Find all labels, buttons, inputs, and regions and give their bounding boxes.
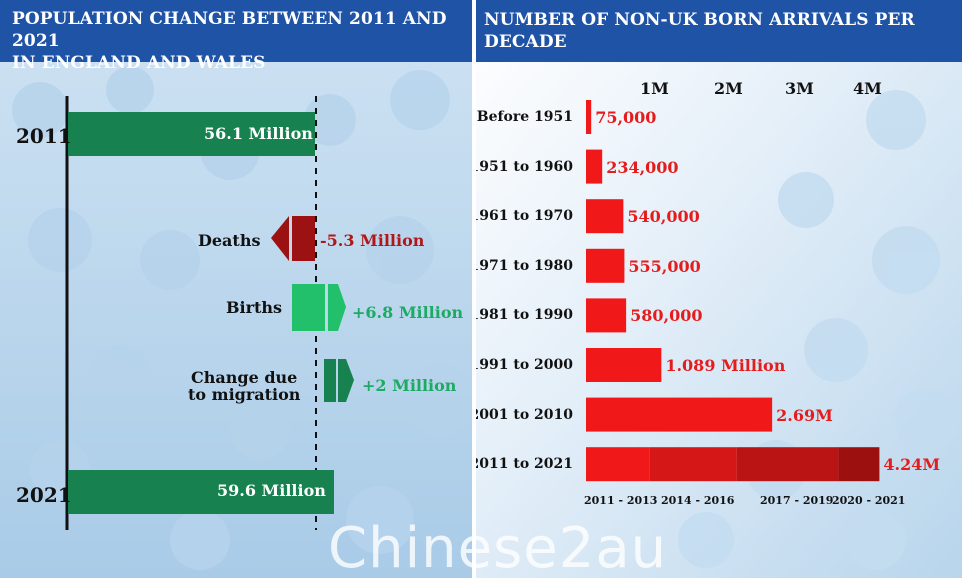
- migration-value: +2 Million: [362, 376, 457, 395]
- decade-label: 1951 to 1960: [476, 158, 573, 175]
- population-change-panel: POPULATION CHANGE BETWEEN 2011 AND 2021 …: [0, 0, 472, 578]
- left-title-line1: POPULATION CHANGE BETWEEN 2011 AND 2021: [12, 9, 447, 51]
- year-start-label: 2011: [16, 124, 72, 148]
- migration-arrow-body: [324, 359, 336, 402]
- arrivals-bar-chart: [586, 100, 880, 482]
- bar-1961-to-1970: [586, 199, 624, 234]
- tick-label-3m: 3M: [785, 79, 814, 98]
- decade-label: 1971 to 1980: [476, 257, 573, 274]
- decade-label: 2011 to 2021: [476, 456, 573, 473]
- segment-label-2020-2021: 2020 - 2021: [832, 494, 906, 507]
- deaths-arrow-head: [271, 216, 289, 261]
- left-title-line2: IN ENGLAND AND WALES: [12, 53, 266, 73]
- births-value: +6.8 Million: [352, 303, 464, 322]
- bar-2011-to-2021-segment-3: [736, 447, 839, 482]
- right-title-text: NUMBER OF NON-UK BORN ARRIVALS PER DECAD…: [484, 10, 915, 52]
- bar-2001-to-2010: [586, 397, 773, 432]
- value-label: 2.69M: [776, 405, 833, 425]
- decade-label: 1981 to 1990: [476, 307, 573, 324]
- value-label: 234,000: [606, 157, 679, 177]
- panel-divider: [472, 0, 476, 578]
- watermark: Chinese2au: [328, 516, 668, 581]
- value-label: 4.24M: [883, 455, 941, 475]
- bar-2021: [68, 470, 334, 514]
- left-title: POPULATION CHANGE BETWEEN 2011 AND 2021 …: [0, 0, 472, 73]
- tick-label-1m: 1M: [640, 79, 669, 98]
- value-label: 1.089 Million: [665, 356, 786, 375]
- value-label: 75,000: [595, 108, 657, 127]
- deaths-arrow-body: [292, 216, 315, 261]
- tick-label-4m: 4M: [853, 79, 882, 98]
- migration-label-line1: Change due: [191, 368, 298, 387]
- start-bar-value: 56.1 Million: [204, 124, 313, 143]
- bar-1991-to-2000: [586, 348, 662, 382]
- migration-label-line2: to migration: [188, 385, 301, 404]
- deaths-value: -5.3 Million: [320, 231, 425, 250]
- value-label: 540,000: [627, 207, 700, 227]
- year-end-label: 2021: [16, 483, 72, 507]
- bar-2011-to-2021-segment-2: [649, 447, 737, 482]
- right-title: NUMBER OF NON-UK BORN ARRIVALS PER DECAD…: [476, 0, 962, 62]
- deaths-label: Deaths: [198, 231, 261, 250]
- bar-2011-to-2021-segment-4: [838, 447, 880, 482]
- migration-label: Change due to migration: [188, 369, 300, 403]
- bar-1951-to-1960: [586, 149, 603, 184]
- births-arrow-head: [328, 284, 346, 331]
- population-change-chart: [65, 96, 354, 530]
- decade-label: 1961 to 1970: [476, 208, 573, 225]
- births-arrow-body: [292, 284, 325, 331]
- value-label: 580,000: [630, 306, 703, 326]
- migration-arrow-head: [338, 359, 354, 402]
- crowd-background: [476, 0, 962, 578]
- segment-label-2014-2016: 2014 - 2016: [661, 494, 735, 507]
- segment-label-2011-2013: 2011 - 2013: [584, 494, 658, 507]
- end-bar-value: 59.6 Million: [217, 481, 326, 500]
- births-label: Births: [226, 298, 283, 317]
- bar-2011-to-2021-segment-1: [586, 447, 650, 482]
- decade-label: 2001 to 2010: [476, 406, 573, 423]
- bar-1971-to-1980: [586, 248, 625, 283]
- arrivals-panel: NUMBER OF NON-UK BORN ARRIVALS PER DECAD…: [476, 0, 962, 578]
- bar-1981-to-1990: [586, 298, 627, 333]
- value-label: 555,000: [628, 256, 701, 276]
- decade-label: 1991 to 2000: [476, 357, 573, 373]
- bar-2011: [68, 112, 315, 156]
- segment-label-2017-2019: 2017 - 2019: [760, 494, 834, 507]
- tick-label-2m: 2M: [714, 79, 743, 98]
- decade-label: Before 1951: [476, 109, 573, 125]
- bar-before-1951: [586, 100, 592, 134]
